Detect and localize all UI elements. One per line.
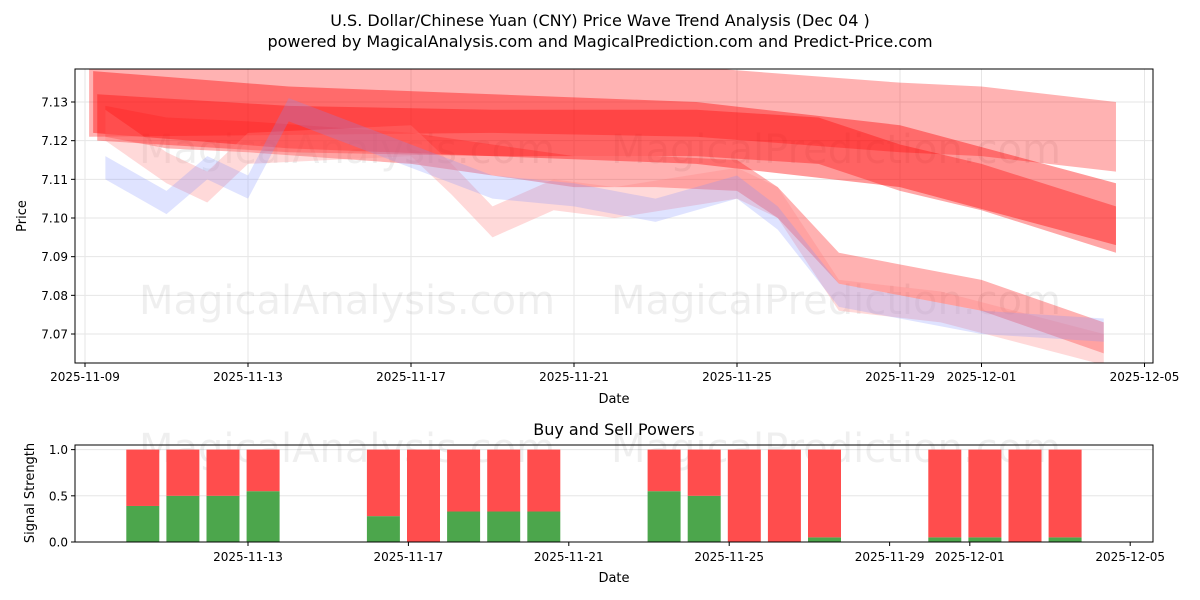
x-tick-label: 2025-12-01	[935, 550, 1005, 564]
sell-bar	[206, 449, 240, 496]
watermark-text: MagicalAnalysis.com	[139, 278, 555, 324]
sell-bar	[166, 449, 200, 496]
sell-bar	[767, 449, 801, 542]
wave-band-2	[93, 71, 1116, 246]
x-tick-label: 2025-11-13	[213, 370, 283, 384]
price-chart: 7.07 7.08 7.09 7.10 7.11 7.12 7.13 2025-11-09 20…	[41, 68, 1180, 384]
sell-bar	[447, 449, 481, 512]
sell-bar	[126, 449, 160, 506]
x-tick-label: 2025-12-05	[1110, 370, 1180, 384]
wave-band-5	[105, 109, 1104, 363]
watermark-text: MagicalPrediction.com	[611, 278, 1061, 324]
chart-title: U.S. Dollar/Chinese Yuan (CNY) Price Wav…	[330, 11, 869, 30]
sell-bar	[928, 449, 962, 538]
x-tick-label: 2025-11-13	[213, 550, 283, 564]
wave-band-6	[105, 98, 1104, 342]
buy-bar	[928, 537, 962, 542]
buy-bar	[647, 491, 681, 542]
y-tick-label: 7.09	[41, 250, 68, 264]
x-tick-label: 2025-12-01	[947, 370, 1017, 384]
buy-bar	[366, 516, 400, 542]
x-tick-label: 2025-11-17	[376, 370, 446, 384]
buy-bar	[487, 511, 521, 542]
sell-bar	[527, 449, 561, 512]
signal-xlabel: Date	[598, 571, 629, 586]
y-tick-label: 0.0	[49, 536, 68, 550]
x-tick-label: 2025-11-17	[374, 550, 444, 564]
price-ylabel: Price	[15, 200, 30, 232]
sell-bar	[968, 449, 1002, 538]
wave-bands	[89, 69, 1116, 363]
wave-band-4	[105, 105, 1104, 354]
wave-band-1	[89, 69, 1116, 172]
x-tick-label: 2025-11-29	[855, 550, 925, 564]
buy-bar	[447, 511, 481, 542]
price-xlabel: Date	[598, 392, 629, 407]
plot-frame	[74, 68, 1154, 364]
y-tick-label: 7.12	[41, 134, 68, 148]
y-tick-label: 7.08	[41, 289, 68, 303]
chart-subtitle: powered by MagicalAnalysis.com and Magic…	[267, 32, 932, 51]
buy-bar	[808, 537, 841, 542]
y-tick-label: 1.0	[49, 443, 68, 457]
y-tick-label: 7.07	[41, 328, 68, 342]
x-tick-label: 2025-11-29	[865, 370, 935, 384]
x-tick-label: 2025-12-05	[1095, 550, 1165, 564]
signal-title: Buy and Sell Powers	[533, 420, 695, 439]
sell-bar	[647, 449, 681, 492]
wave-band-3	[97, 94, 1116, 253]
buy-bar	[687, 495, 721, 542]
sell-bar	[407, 449, 440, 542]
sell-bar	[487, 449, 521, 512]
y-tick-label: 7.10	[41, 212, 68, 226]
sell-bar	[808, 449, 841, 538]
x-tick-label: 2025-11-09	[50, 370, 120, 384]
y-tick-label: 7.13	[41, 96, 68, 110]
y-tick-label: 7.11	[41, 173, 68, 187]
sell-bar	[1048, 449, 1082, 538]
buy-bar	[206, 495, 240, 542]
plot-frame	[74, 444, 1154, 543]
watermark-text: MagicalPrediction.com	[611, 127, 1061, 173]
buy-bar	[1048, 537, 1082, 542]
signal-ylabel: Signal Strength	[23, 443, 38, 543]
sell-bar	[246, 449, 280, 492]
buy-bar	[527, 511, 561, 542]
x-tick-label: 2025-11-21	[534, 550, 604, 564]
x-tick-label: 2025-11-21	[539, 370, 609, 384]
y-tick-label: 0.5	[49, 489, 68, 503]
watermark-text: MagicalAnalysis.com	[139, 127, 555, 173]
signal-chart: 0.00.51.0 MagicalAnalysis.com MagicalPredi…	[49, 426, 1165, 564]
sell-bar	[1008, 449, 1042, 542]
x-tick-label: 2025-11-25	[702, 370, 772, 384]
buy-bar	[968, 537, 1002, 542]
sell-bar	[727, 449, 761, 542]
buy-bar	[246, 491, 280, 542]
buy-bar	[166, 495, 200, 542]
sell-bar	[366, 449, 400, 517]
buy-bar	[126, 505, 160, 542]
x-tick-label: 2025-11-25	[694, 550, 764, 564]
sell-bar	[687, 449, 721, 496]
